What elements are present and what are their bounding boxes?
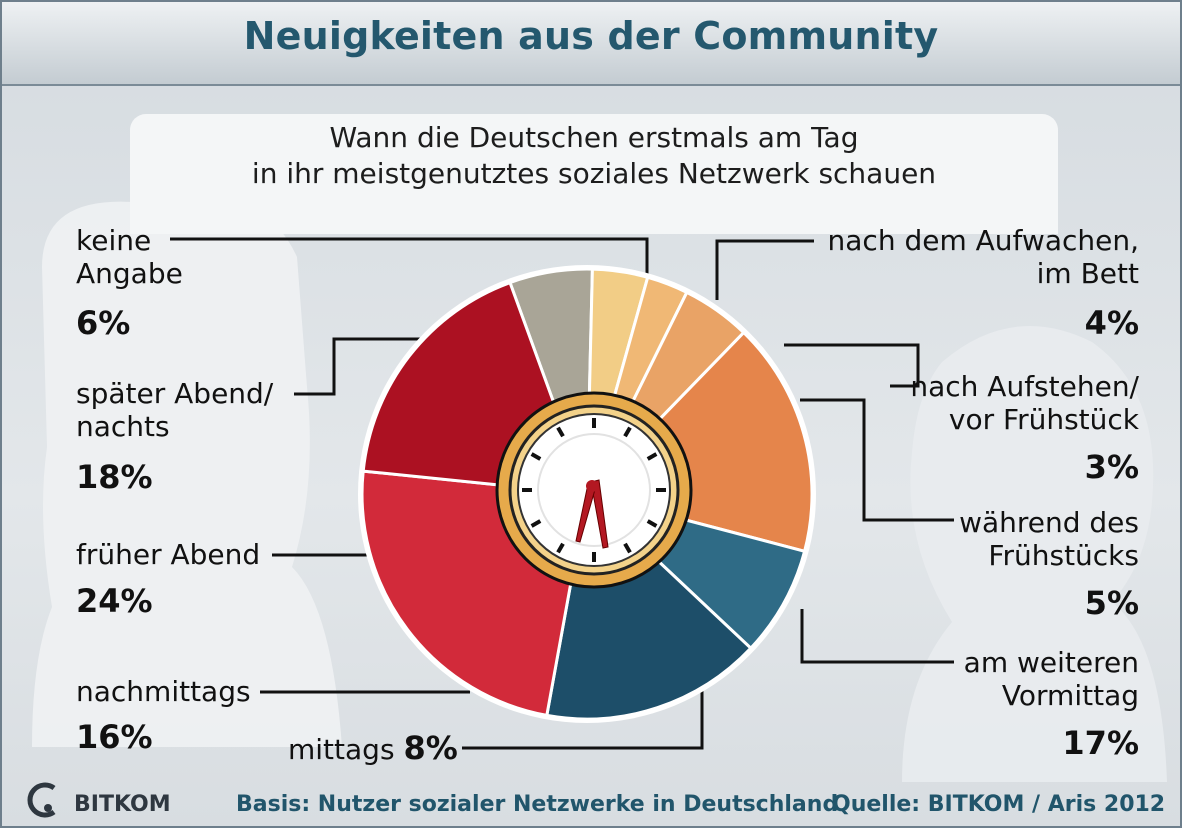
clock-tick xyxy=(530,452,542,461)
clock-icon xyxy=(495,391,693,589)
label-vormittag-line2: Vormittag xyxy=(1001,679,1139,712)
label-keine-angabe-line1: keine xyxy=(76,224,152,257)
bitkom-logo-text: BITKOM xyxy=(74,792,171,817)
subtitle-line-2: in ihr meistgenutztes soziales Netzwerk … xyxy=(251,157,937,190)
label-aufwachen-line1: nach dem Aufwachen, xyxy=(827,224,1139,257)
label-keine-angabe: keine Angabe xyxy=(76,224,183,290)
label-fruehstueck-line1: während des xyxy=(959,506,1139,539)
label-spaeter-abend: später Abend/ nachts xyxy=(76,377,273,443)
clock-tick xyxy=(556,426,565,438)
label-vormittag-line1: am weiteren xyxy=(963,646,1139,679)
label-fruehstueck: während des Frühstücks xyxy=(902,506,1139,572)
label-vormittag: am weiteren Vormittag xyxy=(902,646,1139,712)
clock-tick xyxy=(556,542,565,554)
label-aufwachen-line2: im Bett xyxy=(1036,257,1139,290)
label-frueher-abend-line1: früher Abend xyxy=(76,538,261,571)
label-spaeter-abend-line2: nachts xyxy=(76,410,170,443)
clock-pivot xyxy=(586,480,598,492)
bitkom-logo: BITKOM xyxy=(24,782,171,818)
label-mittags: mittags 8% xyxy=(288,729,458,767)
subtitle-line-1: Wann die Deutschen erstmals am Tag xyxy=(329,121,859,154)
clock-hour-hand xyxy=(590,479,609,549)
pct-keine-angabe: 6% xyxy=(76,304,131,342)
clock-inner-ring xyxy=(537,433,651,547)
pct-aufwachen: 4% xyxy=(1084,304,1139,342)
label-aufstehen-line1: nach Aufstehen/ xyxy=(910,370,1139,403)
silhouette-right-icon xyxy=(902,326,1167,782)
clock-tick xyxy=(646,519,658,528)
pct-vormittag: 17% xyxy=(1062,724,1139,762)
clock-tick xyxy=(646,452,658,461)
label-fruehstueck-line2: Frühstücks xyxy=(988,539,1139,572)
silhouette-left-icon xyxy=(32,197,342,747)
footer-source: Quelle: BITKOM / Aris 2012 xyxy=(832,792,1166,817)
label-mittags-text: mittags xyxy=(288,733,395,766)
chart-subtitle: Wann die Deutschen erstmals am Tag in ih… xyxy=(130,120,1058,192)
footer-basis: Basis: Nutzer sozialer Netzwerke in Deut… xyxy=(236,792,839,817)
pct-frueher-abend: 24% xyxy=(76,582,153,620)
label-keine-angabe-line2: Angabe xyxy=(76,257,183,290)
pct-fruehstueck: 5% xyxy=(1084,584,1139,622)
leader-line-spaeter-abend xyxy=(294,337,430,396)
label-nachmittags: nachmittags xyxy=(76,675,251,708)
pct-mittags: 8% xyxy=(403,729,458,767)
leader-line-aufstehen xyxy=(784,343,920,388)
leader-line-vormittag xyxy=(800,609,954,664)
bitkom-logo-icon xyxy=(27,782,56,818)
leader-line-mittags xyxy=(462,686,704,750)
header-bar: Neuigkeiten aus der Community xyxy=(2,2,1180,86)
clock-tick xyxy=(623,426,632,438)
clock-tick xyxy=(530,519,542,528)
leader-line-fruehstueck xyxy=(800,398,954,522)
chart-title: Neuigkeiten aus der Community xyxy=(243,14,939,58)
pct-nachmittags: 16% xyxy=(76,718,153,756)
label-frueher-abend: früher Abend xyxy=(76,538,260,571)
pct-aufstehen: 3% xyxy=(1084,448,1139,486)
leader-line-aufwachen xyxy=(715,239,814,300)
pct-spaeter-abend: 18% xyxy=(76,458,153,496)
label-nachmittags-line1: nachmittags xyxy=(76,675,251,708)
label-aufstehen: nach Aufstehen/ vor Frühstück xyxy=(842,370,1139,436)
subtitle-panel xyxy=(130,114,1058,234)
label-aufstehen-line2: vor Frühstück xyxy=(948,403,1139,436)
label-spaeter-abend-line1: später Abend/ xyxy=(76,377,274,410)
clock-ticks xyxy=(522,418,666,562)
clock-tick xyxy=(623,542,632,554)
label-aufwachen: nach dem Aufwachen, im Bett xyxy=(782,224,1139,290)
